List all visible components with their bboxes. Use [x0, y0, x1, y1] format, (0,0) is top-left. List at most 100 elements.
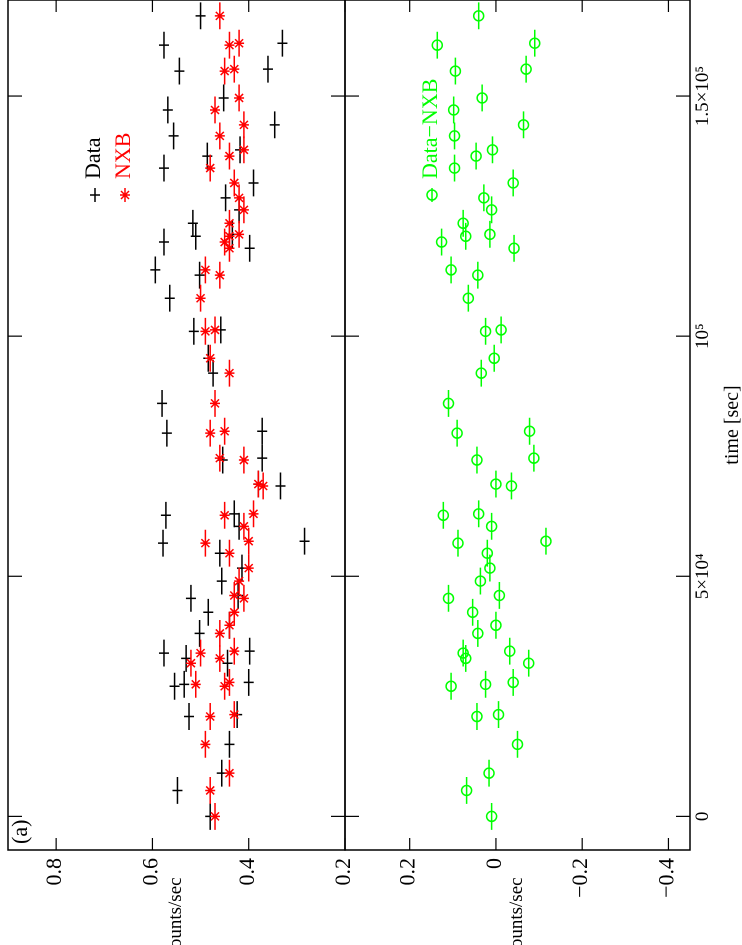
error-point — [484, 554, 496, 582]
error-point — [162, 96, 173, 124]
error-point — [277, 29, 288, 57]
error-point — [452, 529, 464, 557]
error-point — [222, 649, 233, 677]
error-point — [188, 317, 199, 345]
error-point — [238, 512, 249, 540]
error-point — [523, 417, 536, 445]
error-point — [451, 419, 463, 447]
error-point — [234, 567, 245, 595]
error-point — [257, 417, 268, 445]
error-point — [194, 619, 205, 647]
y-tick-label: −0.4 — [653, 858, 678, 898]
error-point — [224, 209, 235, 237]
error-point — [495, 316, 507, 344]
error-point — [224, 142, 235, 170]
error-point — [214, 539, 225, 567]
error-point — [164, 284, 175, 312]
error-point — [150, 256, 161, 284]
error-point — [243, 527, 254, 555]
error-point — [269, 111, 280, 139]
error-point — [174, 57, 185, 85]
y-tick-label: 0 — [481, 858, 506, 869]
error-point — [203, 598, 214, 626]
error-point — [214, 444, 225, 472]
error-point — [244, 637, 255, 665]
y-tick-label: 0.2 — [395, 858, 420, 886]
error-point — [218, 84, 229, 112]
error-point — [508, 234, 520, 262]
y-tick-label: 0.6 — [137, 858, 162, 886]
error-point — [214, 619, 225, 647]
error-point — [258, 472, 269, 500]
legend-symbol — [90, 188, 100, 202]
error-point — [224, 611, 235, 639]
error-point — [158, 529, 169, 557]
y-axis-label: counts/sec — [506, 877, 527, 945]
error-point — [224, 359, 235, 387]
legend-label: Data — [80, 137, 105, 179]
error-point — [445, 672, 457, 700]
error-point — [168, 122, 179, 150]
error-point — [471, 703, 483, 730]
error-point — [219, 672, 230, 700]
error-point — [214, 2, 225, 30]
error-point — [205, 344, 216, 372]
y-tick-label: 0.4 — [234, 858, 259, 886]
error-point — [475, 359, 487, 387]
error-point — [172, 777, 183, 804]
error-point — [205, 419, 216, 447]
error-point — [484, 220, 496, 248]
error-point — [448, 96, 460, 124]
error-point — [234, 184, 245, 212]
error-point — [457, 209, 469, 237]
error-point — [200, 529, 211, 557]
error-point — [169, 672, 180, 700]
x-tick-label: 0 — [692, 812, 713, 822]
error-point — [214, 261, 225, 289]
x-tick-label: 5×10⁴ — [692, 553, 713, 599]
error-point — [485, 512, 498, 540]
error-point — [229, 582, 240, 609]
error-point — [504, 637, 516, 665]
error-point — [505, 472, 518, 500]
error-point — [210, 802, 221, 830]
error-point — [483, 759, 495, 787]
error-point — [224, 730, 235, 758]
y-axis-label: counts/sec — [165, 877, 186, 945]
error-point — [488, 344, 500, 372]
error-point — [507, 169, 519, 197]
error-point — [442, 389, 455, 417]
error-point — [205, 154, 216, 182]
error-point — [435, 228, 448, 256]
error-point — [470, 142, 482, 170]
error-point — [275, 472, 286, 500]
annotation: (a) — [7, 820, 32, 844]
error-point — [229, 701, 240, 729]
error-point — [210, 389, 221, 417]
error-point — [466, 598, 479, 626]
error-point — [473, 2, 485, 30]
x-tick-label: 1.5×10⁵ — [692, 66, 713, 126]
error-point — [299, 527, 310, 555]
error-point — [179, 670, 190, 698]
error-point — [244, 234, 255, 262]
error-point — [471, 446, 483, 474]
error-point — [478, 184, 490, 212]
error-point — [194, 261, 205, 289]
error-point — [431, 31, 443, 59]
error-point — [200, 256, 211, 284]
error-point — [490, 611, 502, 639]
error-point — [460, 777, 473, 804]
error-point — [219, 228, 230, 256]
error-point — [238, 111, 249, 139]
plot-frame — [7, 0, 346, 851]
error-point — [238, 446, 249, 474]
error-point — [476, 84, 488, 112]
error-point — [220, 184, 231, 212]
legend-symbol — [426, 188, 438, 202]
y-tick-label: 0.8 — [41, 858, 66, 886]
legend-symbol — [120, 188, 130, 202]
error-point — [445, 256, 457, 284]
error-point — [442, 584, 455, 612]
